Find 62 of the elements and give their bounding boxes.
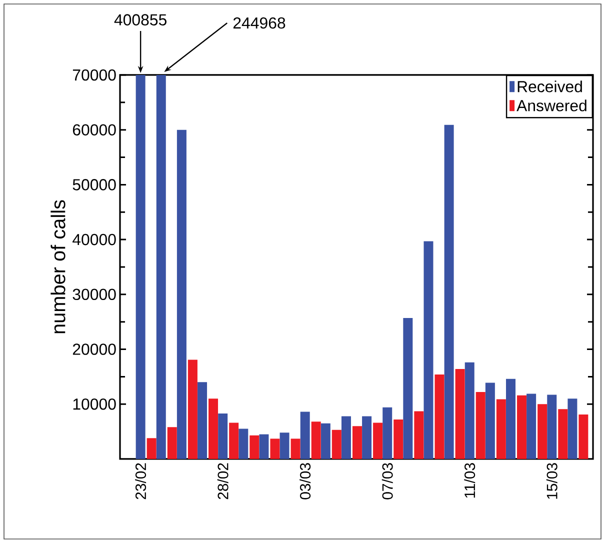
bar — [578, 414, 588, 459]
bar — [485, 382, 495, 459]
x-tick-label: 28/02 — [217, 463, 228, 500]
y-tick-label: 40000 — [72, 234, 116, 246]
bar — [516, 395, 526, 459]
bar — [424, 241, 434, 459]
bar — [506, 378, 516, 459]
x-tick-label: 11/03 — [464, 463, 476, 498]
bar — [538, 404, 548, 459]
bar — [382, 407, 392, 459]
bar — [341, 416, 351, 459]
bar — [136, 74, 146, 459]
text: 244968 — [233, 17, 286, 29]
x-tick-label: 07/03 — [382, 463, 393, 500]
x-tick-label: 23/02 — [135, 463, 146, 500]
bar — [238, 428, 248, 459]
bar — [414, 411, 424, 459]
y-axis-title: number of calls — [50, 200, 66, 334]
bar — [476, 392, 486, 459]
bar — [332, 430, 342, 459]
bar — [464, 362, 474, 459]
bar — [208, 398, 218, 459]
bar — [290, 438, 300, 459]
bar — [146, 438, 156, 459]
bar — [156, 74, 166, 459]
bar — [496, 399, 506, 459]
bar — [300, 412, 310, 459]
bar — [403, 318, 413, 459]
legend-label: Received — [518, 80, 582, 92]
bar — [270, 438, 280, 459]
bar — [259, 434, 269, 459]
text: 400855 — [114, 14, 166, 26]
y-tick-label: 50000 — [72, 179, 116, 190]
y-tick-label: 30000 — [72, 288, 116, 300]
bar — [558, 409, 568, 459]
bar — [188, 360, 198, 459]
bar — [455, 369, 465, 459]
y-tick-label: 10000 — [73, 398, 116, 410]
bar — [352, 426, 362, 459]
bar — [320, 423, 330, 459]
legend-label: Answered — [516, 100, 586, 112]
bar — [526, 394, 536, 459]
bar — [394, 419, 404, 459]
bar — [311, 422, 321, 459]
bar — [176, 130, 186, 459]
bar — [568, 398, 578, 459]
bar — [362, 416, 372, 459]
bar — [547, 394, 557, 459]
x-tick-label: 03/03 — [300, 463, 311, 500]
bar — [167, 427, 177, 459]
bar — [434, 374, 444, 459]
bar — [250, 435, 260, 459]
bar — [218, 413, 228, 459]
bar — [198, 382, 208, 459]
x-tick-label: 15/03 — [546, 463, 558, 499]
bar — [444, 124, 454, 459]
y-tick-label: 60000 — [72, 124, 116, 136]
bar — [373, 422, 383, 459]
y-tick-label: 20000 — [72, 344, 116, 355]
y-tick-label: 70000 — [72, 69, 116, 81]
bar — [280, 432, 290, 459]
bar — [229, 422, 239, 459]
